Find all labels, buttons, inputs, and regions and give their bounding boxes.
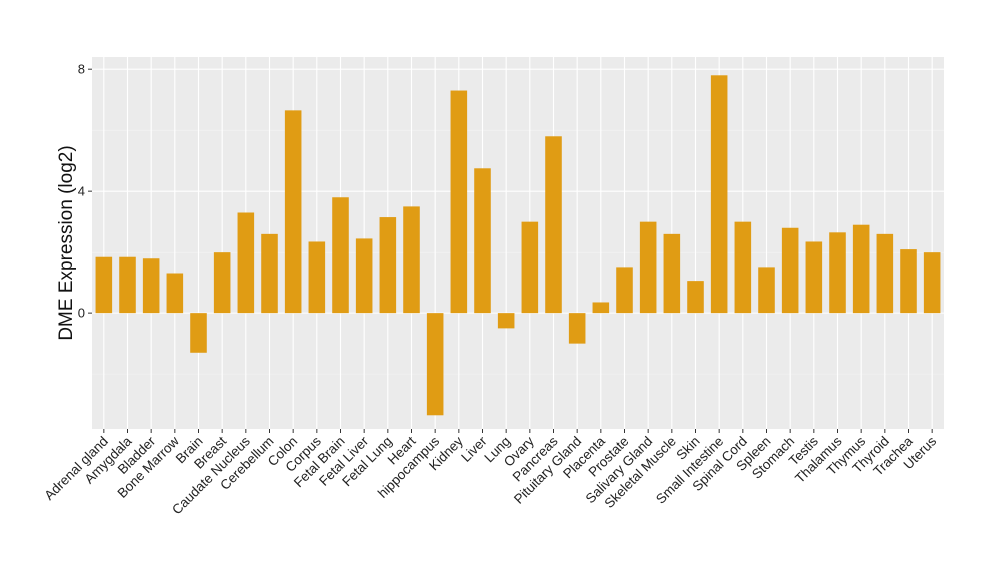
bar — [497, 313, 515, 329]
bar — [142, 258, 160, 314]
bar — [521, 221, 539, 314]
bar — [568, 313, 586, 344]
y-axis: 0 4 8 — [78, 62, 92, 321]
bar — [237, 212, 255, 314]
minor-gridlines — [92, 129, 944, 375]
bar — [166, 273, 184, 314]
bar — [758, 267, 775, 314]
bar — [355, 238, 373, 314]
x-tick-label: Liver — [458, 433, 490, 465]
bars — [95, 75, 941, 416]
bar — [805, 241, 823, 314]
bar — [332, 197, 349, 314]
bar — [829, 232, 846, 314]
bar — [474, 168, 491, 314]
bar — [710, 75, 728, 314]
bar — [616, 267, 633, 314]
bar — [426, 313, 444, 416]
bar — [876, 233, 894, 314]
bar — [379, 217, 397, 314]
plot-panel — [92, 57, 944, 429]
bar — [592, 302, 610, 314]
bar — [687, 281, 704, 314]
bar — [663, 233, 681, 314]
bar — [734, 221, 752, 314]
bar — [450, 90, 468, 314]
bar — [639, 221, 657, 314]
bar — [119, 256, 136, 314]
bar — [900, 249, 917, 314]
bar — [95, 256, 113, 314]
bar — [781, 227, 799, 314]
bar — [923, 252, 941, 314]
y-tick-label: 8 — [78, 62, 85, 77]
bar — [190, 313, 207, 353]
y-tick-label: 0 — [78, 306, 85, 321]
y-axis-label: DME Expression (log2) — [56, 145, 77, 340]
bar — [545, 136, 562, 314]
bar — [213, 252, 231, 314]
y-tick-label: 4 — [78, 184, 85, 199]
bar — [261, 233, 278, 314]
bar — [852, 224, 870, 314]
bar — [403, 206, 420, 314]
bar — [284, 110, 302, 314]
bar — [308, 241, 326, 314]
